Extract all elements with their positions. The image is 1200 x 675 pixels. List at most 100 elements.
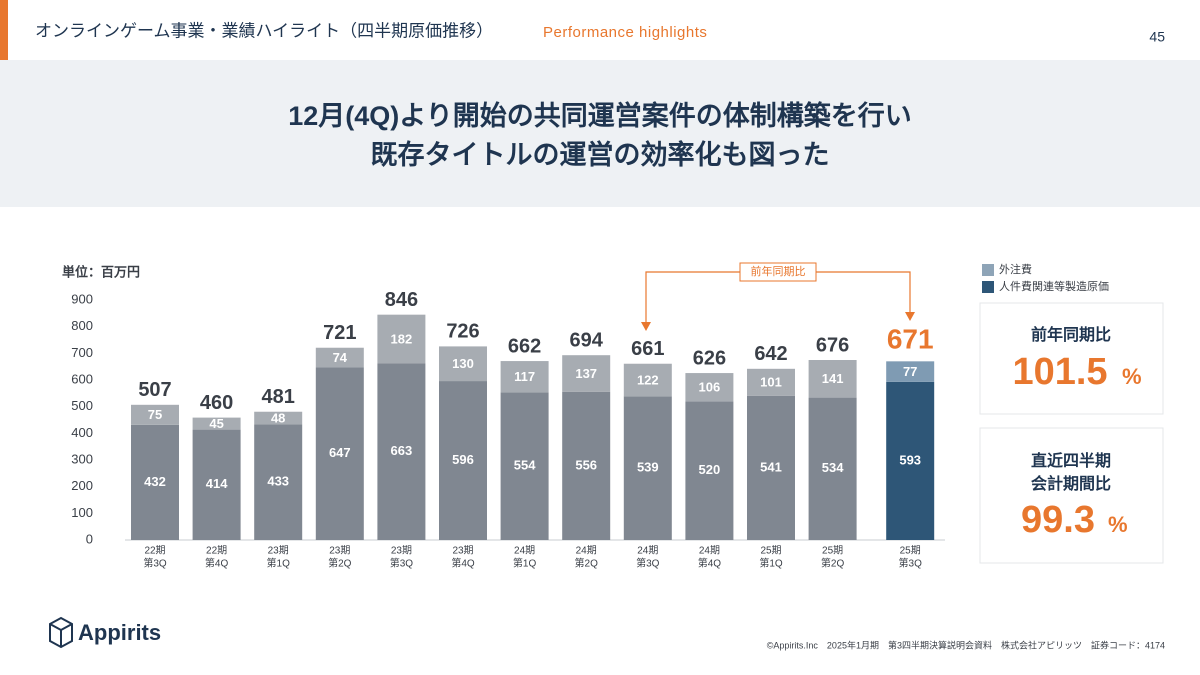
segment-label: 593	[899, 452, 921, 467]
x-tick-label: 23期	[268, 545, 289, 557]
bar-segment	[192, 429, 241, 540]
segment-label: 554	[514, 458, 536, 473]
y-tick-label: 900	[71, 291, 93, 306]
bar-segment	[886, 361, 935, 382]
bar-segment	[131, 404, 179, 425]
y-tick-label: 500	[71, 398, 93, 413]
bar-segment	[747, 368, 795, 396]
y-tick-label: 200	[71, 478, 93, 493]
bar-segment	[377, 363, 426, 540]
y-tick-label: 100	[71, 505, 93, 520]
footer-text: ©Appirits.Inc 2025年1月期 第3四半期決算説明会資料 株式会社…	[767, 639, 1165, 650]
bar-segment	[377, 314, 426, 364]
bar-segment	[562, 355, 611, 392]
x-tick-label: 24期	[699, 545, 720, 557]
x-tick-label: 24期	[514, 545, 535, 557]
x-tick-label: 第4Q	[205, 557, 229, 570]
segment-label: 106	[699, 380, 721, 395]
x-tick-label: 第1Q	[759, 557, 783, 570]
total-label: 671	[887, 324, 934, 355]
card-unit: %	[1108, 512, 1128, 537]
segment-label: 117	[514, 369, 535, 384]
bar-segment	[500, 392, 549, 540]
logo-text: Appirits	[78, 620, 161, 645]
total-label: 662	[508, 335, 541, 357]
total-label: 846	[385, 289, 418, 311]
bar-segment	[685, 401, 734, 540]
x-tick-label: 第2Q	[328, 557, 352, 570]
total-label: 481	[262, 386, 295, 408]
headline: 既存タイトルの運営の効率化も図った	[371, 139, 830, 170]
bar-segment	[254, 411, 303, 425]
segment-label: 520	[699, 462, 721, 477]
segment-label: 45	[209, 416, 223, 431]
annotation-box	[739, 262, 817, 282]
x-tick-label: 第2Q	[821, 557, 845, 570]
y-tick-label: 600	[71, 371, 93, 386]
bar-segment	[192, 417, 241, 430]
bar-segment	[623, 396, 672, 540]
annotation-bracket	[645, 271, 911, 324]
total-label: 626	[693, 347, 726, 369]
card-label: 会計期間比	[1031, 474, 1111, 493]
logo-icon	[49, 616, 73, 649]
x-tick-label: 第3Q	[390, 557, 414, 570]
bar-segment	[886, 381, 935, 540]
x-tick-label: 第1Q	[513, 557, 537, 570]
bar-segment	[439, 346, 487, 382]
total-label: 507	[138, 379, 171, 401]
x-tick-label: 23期	[329, 545, 350, 557]
legend-swatch	[982, 281, 994, 293]
unit-label: 単位：百万円	[62, 264, 140, 279]
x-tick-label: 第3Q	[636, 557, 660, 570]
x-tick-label: 22期	[144, 545, 165, 557]
segment-label: 74	[333, 350, 348, 365]
card-label: 直近四半期	[1031, 451, 1111, 470]
total-label: 460	[200, 392, 233, 414]
x-tick-label: 23期	[391, 545, 412, 557]
headline-band	[0, 60, 1200, 207]
segment-label: 48	[271, 411, 285, 426]
page-number: 45	[1149, 29, 1165, 45]
segment-label: 663	[391, 443, 413, 458]
segment-label: 596	[452, 452, 474, 467]
x-tick-label: 25期	[900, 545, 921, 557]
segment-label: 122	[637, 372, 659, 387]
total-label: 694	[570, 329, 604, 351]
arrow-head	[905, 312, 915, 321]
legend-swatch	[982, 264, 994, 276]
segment-label: 182	[391, 331, 413, 346]
segment-label: 137	[575, 366, 597, 381]
card-label: 前年同期比	[1031, 325, 1111, 344]
segment-label: 534	[822, 460, 844, 475]
segment-label: 141	[822, 371, 844, 386]
segment-label: 556	[575, 457, 597, 472]
bar-segment	[315, 367, 364, 540]
x-tick-label: 25期	[822, 545, 843, 557]
x-tick-label: 第3Q	[899, 557, 923, 570]
card	[979, 427, 1164, 564]
segment-label: 77	[903, 364, 917, 379]
segment-label: 101	[760, 375, 782, 390]
card	[979, 302, 1164, 415]
total-label: 721	[323, 322, 356, 344]
headline: 12月(4Q)より開始の共同運営案件の体制構築を行い	[288, 100, 912, 131]
bar-segment	[747, 395, 795, 540]
x-tick-label: 第2Q	[575, 557, 599, 570]
segment-label: 414	[206, 476, 228, 491]
x-tick-label: 25期	[760, 545, 781, 557]
x-tick-label: 22期	[206, 545, 227, 557]
x-tick-label: 第4Q	[451, 557, 475, 570]
bar-segment	[808, 360, 857, 398]
segment-label: 130	[452, 356, 474, 371]
bar-segment	[315, 347, 364, 368]
card-value: 101.5	[1012, 351, 1107, 393]
x-tick-label: 第4Q	[698, 557, 722, 570]
segment-label: 647	[329, 445, 351, 460]
legend-label: 外注費	[999, 262, 1032, 276]
bar-segment	[808, 397, 857, 540]
x-tick-label: 第1Q	[267, 557, 291, 570]
total-label: 726	[446, 321, 479, 343]
y-tick-label: 300	[71, 451, 93, 466]
x-tick-label: 23期	[452, 545, 473, 557]
